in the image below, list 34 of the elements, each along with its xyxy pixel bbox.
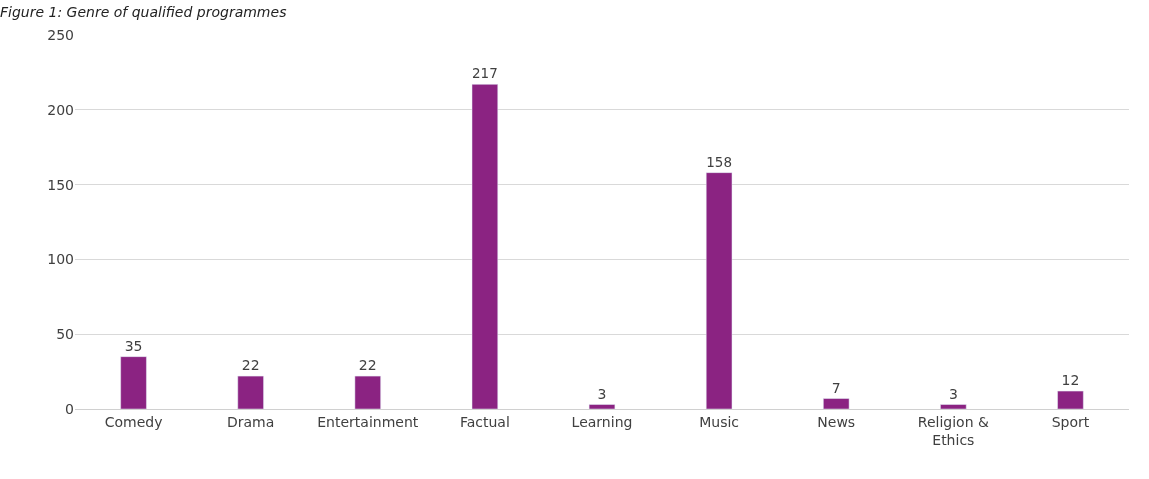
data-label: 12 [1061,372,1080,389]
x-tick-label: Music [699,413,740,430]
y-tick-label: 150 [47,176,74,193]
bar [823,398,850,409]
x-tick-label: Sport [1051,413,1090,430]
y-tick-label: 200 [47,101,74,118]
chart-title: Figure 1: Genre of qualified programmes [0,3,287,20]
bar [354,375,381,409]
x-tick-label: Drama [227,413,275,430]
bar [471,84,499,409]
data-label: 7 [831,379,841,396]
data-label: 217 [472,65,498,82]
data-label: 22 [358,357,377,374]
data-label: 22 [241,357,260,374]
x-tick-label: Religion & Ethics [917,413,989,448]
y-tick-label: 50 [56,326,74,343]
x-tick-label: Factual [459,413,510,430]
bar [705,172,733,409]
data-label: 3 [948,385,958,402]
x-tick-label: Learning [571,413,633,430]
data-label: 35 [124,337,143,354]
bar [588,404,616,409]
y-tick-label: 100 [47,251,74,268]
bar [237,375,264,409]
bar [120,356,147,409]
y-tick-label: 0 [65,400,74,417]
x-tick-label: Entertainment [317,413,419,430]
bar [1057,390,1084,409]
bar [940,404,967,409]
x-tick-label: Comedy [104,413,163,430]
y-tick-label: 250 [47,26,74,43]
data-label: 3 [597,385,607,402]
data-label: 158 [706,153,732,170]
x-tick-label: News [817,413,856,430]
